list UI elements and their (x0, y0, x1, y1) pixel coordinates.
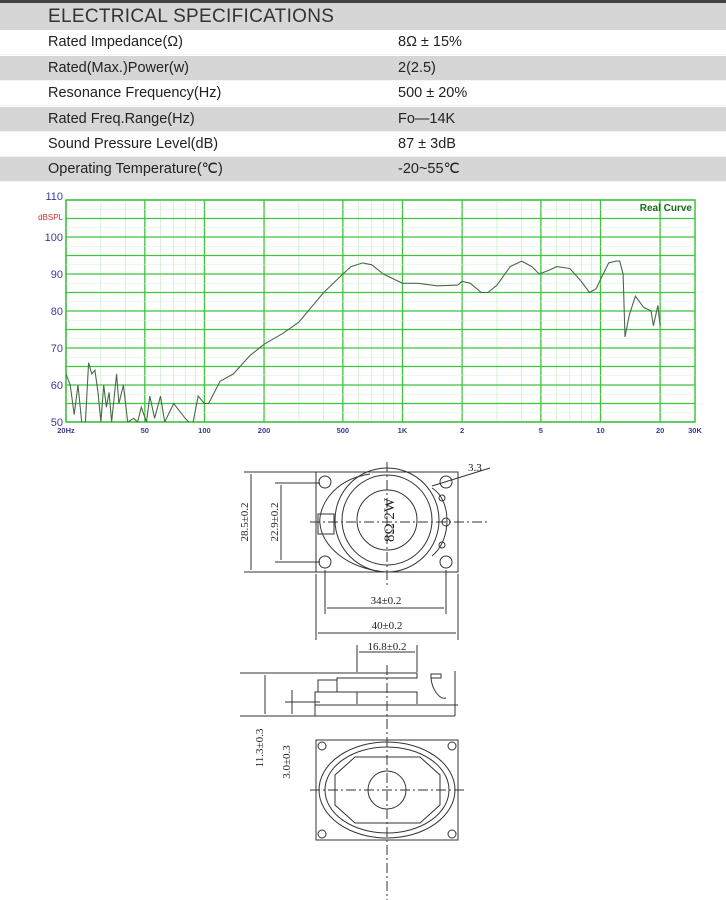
mount-hole (318, 555, 332, 569)
dim-magnet: 16.8±0.2 (367, 641, 406, 653)
dim-width: 40±0.2 (372, 620, 403, 632)
spec-value: 87 ± 3dB (398, 136, 456, 152)
spec-value: 500 ± 20% (398, 85, 468, 101)
spec-row: Resonance Frequency(Hz) 500 ± 20% (0, 81, 726, 106)
x-tick-label: 20Hz (57, 426, 75, 435)
dim-height: 28.5±0.2 (239, 502, 251, 541)
y-tick-label: 70 (51, 343, 63, 355)
bottom-view (310, 739, 465, 841)
spec-value: -20~55℃ (398, 161, 460, 177)
top-view (244, 462, 491, 640)
specs-header: ELECTRICAL SPECIFICATIONS (0, 3, 726, 30)
x-tick-label: 2 (460, 426, 464, 435)
dim-hole-diameter: 3.3 (468, 462, 482, 474)
side-view (240, 645, 458, 900)
x-tick-label: 5 (539, 426, 543, 435)
speaker-label: 8Ω 2W (382, 497, 398, 542)
spec-row: Rated Impedance(Ω) 8Ω ± 15% (0, 30, 726, 55)
spec-row: Rated Freq.Range(Hz) Fo—14K (0, 107, 726, 132)
mount-hole (318, 475, 332, 489)
spec-value: 8Ω ± 15% (398, 34, 462, 50)
x-tick-label: 1K (398, 426, 408, 435)
spec-row: Rated(Max.)Power(w) 2(2.5) (0, 56, 726, 81)
spec-value: 2(2.5) (398, 60, 436, 76)
dim-frame-height: 3.0±0.3 (281, 745, 293, 779)
chart-grid (65, 199, 696, 423)
spec-label: Resonance Frequency(Hz) (48, 85, 222, 101)
x-tick-label: 50 (141, 426, 149, 435)
x-tick-label: 10 (596, 426, 604, 435)
y-tick-label: 50 (51, 417, 63, 429)
dim-total-height: 11.3±0.3 (254, 728, 266, 767)
y-tick-label: 90 (51, 269, 63, 281)
mount-hole (439, 555, 453, 569)
spec-row: Operating Temperature(℃) -20~55℃ (0, 157, 726, 182)
series-line (66, 260, 661, 422)
y-tick-label: 60 (51, 380, 63, 392)
spec-label: Operating Temperature(℃) (48, 161, 223, 177)
y-tick-label: 80 (51, 306, 63, 318)
top-rule (0, 0, 726, 3)
spec-value: Fo—14K (398, 111, 456, 127)
spec-label: Rated Freq.Range(Hz) (48, 111, 195, 127)
x-tick-label: 500 (337, 426, 350, 435)
x-tick-label: 20 (656, 426, 664, 435)
frequency-response-chart: 20Hz 50 100 200 500 1K 2 5 10 20 30K50607080901001… (38, 191, 702, 435)
x-tick-label: 100 (198, 426, 211, 435)
spec-label: Sound Pressure Level(dB) (48, 136, 219, 152)
y-tick-label: 110 (45, 191, 63, 203)
spec-label: Rated Impedance(Ω) (48, 34, 183, 50)
spec-label: Rated(Max.)Power(w) (48, 60, 189, 76)
mount-hole (439, 475, 453, 489)
dim-hole-horizontal: 34±0.2 (371, 595, 402, 607)
y-axis-label: dBSPL (38, 213, 63, 222)
spec-row: Sound Pressure Level(dB) 87 ± 3dB (0, 132, 726, 157)
dim-hole-vertical: 22.9±0.2 (269, 502, 281, 541)
chart-title: Real Curve (640, 203, 693, 214)
y-tick-label: 100 (45, 232, 63, 244)
specs-title: ELECTRICAL SPECIFICATIONS (48, 6, 335, 27)
x-tick-label: 200 (258, 426, 271, 435)
x-tick-label: 30K (688, 426, 702, 435)
